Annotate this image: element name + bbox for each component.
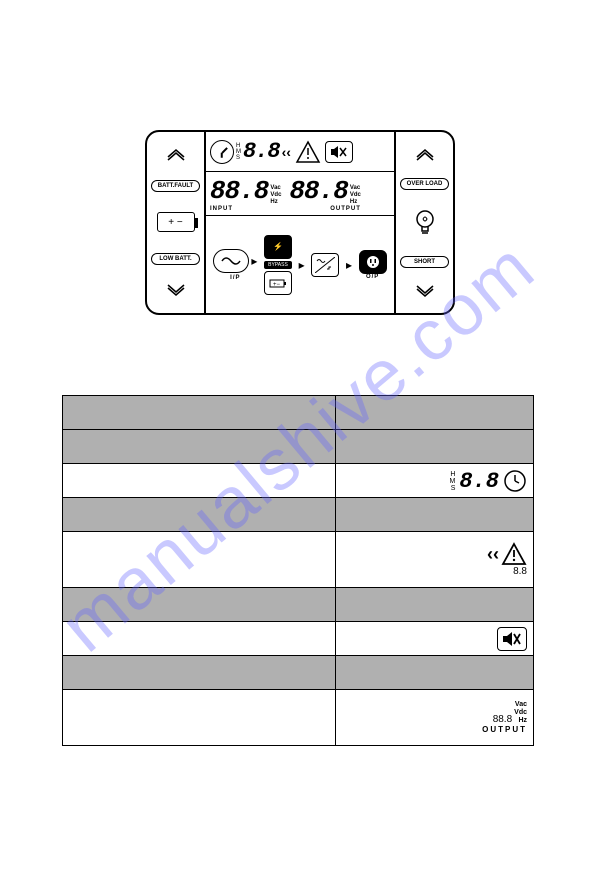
clock-icon [210,140,234,164]
arrow-right-icon: ▸ [346,258,352,272]
chevron-left-icon: ‹‹ [282,144,291,160]
battery-flow-icon: +− [264,271,292,295]
ip-sine-icon [213,249,249,273]
digits: 8.8 [513,566,527,577]
batt-fault-label: BATT.FAULT [151,180,200,192]
battery-icon: + − [157,212,195,232]
input-label: INPUT [210,206,281,212]
hms-label: H M S [236,143,241,161]
mute-icon [325,141,353,163]
units: Vac Vdc Hz [514,701,527,725]
chevron-up-icon [166,147,186,161]
svg-text:+−: +− [273,282,281,288]
lcd-right-panel: OVER LOAD SHORT [395,132,453,313]
table-header-row [63,396,534,430]
info-table: H M S 8.8 ‹‹ 8.8 [62,395,534,746]
table-row-backup-time: H M S 8.8 [63,464,534,498]
input-digits: 88.8 [210,176,268,206]
bypass-label: BYPASS [264,261,292,269]
inverter-icon [311,253,339,277]
table-section-row [63,588,534,622]
warning-icon [501,542,527,566]
chevron-down-icon [166,284,186,298]
table-row-fault: ‹‹ 8.8 [63,532,534,588]
chevron-down-icon [415,285,435,299]
output-digits: 88.8 [289,176,347,206]
lcd-diagram: BATT.FAULT + − LOW BATT. H M S 8.8 ‹‹ [145,130,455,315]
chevron-up-icon [415,147,435,161]
plug-icon: ⚡ [264,235,292,259]
digits: 8.8 [459,469,499,494]
table-row-mute [63,622,534,656]
hms-label: H M S [450,471,456,492]
digits: 88.8 [493,714,512,725]
short-label: SHORT [400,256,449,268]
overload-label: OVER LOAD [400,178,449,190]
table-section-row [63,498,534,532]
table-section-row [63,430,534,464]
table-row-output: 88.8 Vac Vdc Hz OUTPUT [63,690,534,746]
chevron-left-icon: ‹‹ [487,544,499,565]
table-section-row [63,656,534,690]
input-units: Vac Vdc Hz [270,185,281,206]
output-label: OUTPUT [289,206,360,212]
ip-label: I/P [230,275,240,281]
bulb-icon [415,209,435,237]
clock-icon [503,469,527,493]
arrow-right-icon: ▸ [299,258,305,272]
outlet-icon [359,250,387,274]
lcd-center-panel: H M S 8.8 ‹‹ [205,132,395,313]
output-label: OUTPUT [482,725,527,734]
arrow-right-icon: ▸ [251,254,257,268]
mute-icon [497,627,527,651]
low-batt-label: LOW BATT. [151,253,200,265]
warning-icon [295,140,321,164]
op-label: O/P [366,274,379,280]
output-units: Vac Vdc Hz [350,185,361,206]
backup-time-digits: 8.8 [243,139,280,164]
lcd-left-panel: BATT.FAULT + − LOW BATT. [147,132,205,313]
